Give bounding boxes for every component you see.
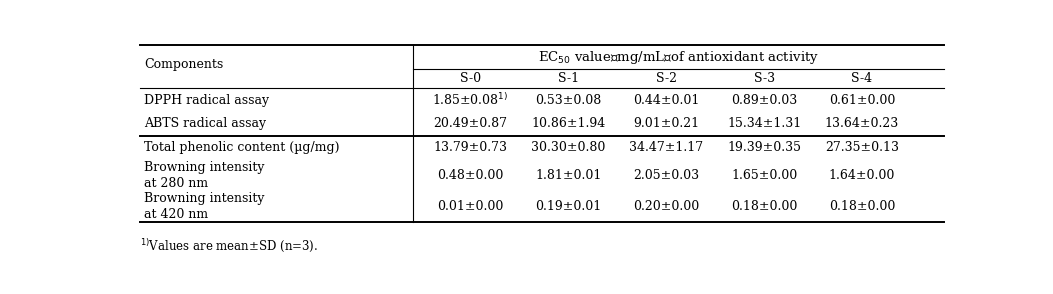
Text: at 420 nm: at 420 nm: [144, 208, 208, 221]
Text: Components: Components: [144, 58, 223, 71]
Text: $^{1)}$Values are mean±SD (n=3).: $^{1)}$Values are mean±SD (n=3).: [140, 237, 318, 254]
Text: Browning intensity: Browning intensity: [144, 161, 264, 174]
Text: 0.61±0.00: 0.61±0.00: [829, 93, 895, 106]
Text: 10.86±1.94: 10.86±1.94: [531, 118, 605, 131]
Text: S-2: S-2: [656, 72, 677, 85]
Text: 1.65±0.00: 1.65±0.00: [731, 169, 797, 182]
Text: 0.18±0.00: 0.18±0.00: [731, 200, 797, 213]
Text: Total phenolic content (µg/mg): Total phenolic content (µg/mg): [144, 141, 339, 154]
Text: 13.64±0.23: 13.64±0.23: [824, 118, 899, 131]
Text: S-3: S-3: [754, 72, 775, 85]
Text: 0.20±0.00: 0.20±0.00: [633, 200, 699, 213]
Text: 1.81±0.01: 1.81±0.01: [535, 169, 601, 182]
Text: 9.01±0.21: 9.01±0.21: [633, 118, 699, 131]
Text: 30.30±0.80: 30.30±0.80: [531, 141, 605, 154]
Text: 19.39±0.35: 19.39±0.35: [727, 141, 801, 154]
Text: DPPH radical assay: DPPH radical assay: [144, 93, 269, 106]
Text: 0.44±0.01: 0.44±0.01: [633, 93, 699, 106]
Text: S-1: S-1: [558, 72, 579, 85]
Text: ABTS radical assay: ABTS radical assay: [144, 118, 266, 131]
Text: 15.34±1.31: 15.34±1.31: [727, 118, 801, 131]
Text: 0.48±0.00: 0.48±0.00: [437, 169, 503, 182]
Text: 0.53±0.08: 0.53±0.08: [535, 93, 601, 106]
Text: 0.89±0.03: 0.89±0.03: [731, 93, 797, 106]
Text: 13.79±0.73: 13.79±0.73: [433, 141, 508, 154]
Text: Browning intensity: Browning intensity: [144, 192, 264, 205]
Text: S-0: S-0: [460, 72, 481, 85]
Text: S-4: S-4: [852, 72, 873, 85]
Text: 1.85±0.08$^{1)}$: 1.85±0.08$^{1)}$: [433, 92, 509, 108]
Text: 0.18±0.00: 0.18±0.00: [829, 200, 895, 213]
Text: 0.01±0.00: 0.01±0.00: [437, 200, 503, 213]
Text: 20.49±0.87: 20.49±0.87: [433, 118, 508, 131]
Text: 34.47±1.17: 34.47±1.17: [629, 141, 703, 154]
Text: at 280 nm: at 280 nm: [144, 177, 208, 190]
Text: EC$_{50}$ value（mg/mL）of antioxidant activity: EC$_{50}$ value（mg/mL）of antioxidant act…: [538, 49, 819, 66]
Text: 0.19±0.01: 0.19±0.01: [535, 200, 601, 213]
Text: 27.35±0.13: 27.35±0.13: [824, 141, 899, 154]
Text: 1.64±0.00: 1.64±0.00: [829, 169, 895, 182]
Text: 2.05±0.03: 2.05±0.03: [633, 169, 699, 182]
